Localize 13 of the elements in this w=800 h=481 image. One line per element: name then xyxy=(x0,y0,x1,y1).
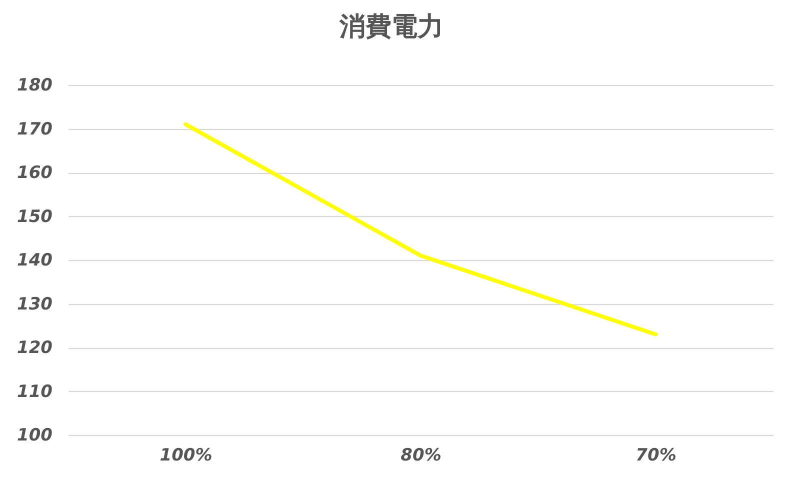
x-tick-label: 80% xyxy=(400,446,442,466)
chart-title: 消費電力 xyxy=(338,12,444,42)
y-tick-label: 100 xyxy=(17,426,53,446)
y-tick-label: 170 xyxy=(17,119,53,140)
y-tick-label: 130 xyxy=(17,294,53,314)
y-tick-label: 180 xyxy=(17,76,53,96)
y-tick-label: 110 xyxy=(17,382,53,402)
y-tick-label: 150 xyxy=(17,206,53,227)
y-tick-label: 140 xyxy=(17,250,53,270)
y-tick-label: 160 xyxy=(17,163,53,183)
y-tick-label: 120 xyxy=(17,338,53,358)
x-tick-label: 100% xyxy=(160,446,212,466)
x-tick-label: 70% xyxy=(636,446,676,466)
